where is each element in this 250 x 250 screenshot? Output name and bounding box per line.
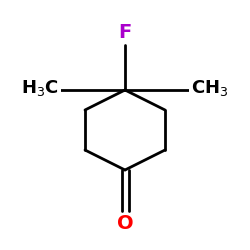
Text: CH$_3$: CH$_3$ [191,78,229,98]
Text: F: F [118,23,132,42]
Text: H$_3$C: H$_3$C [21,78,59,98]
Text: O: O [117,214,133,233]
